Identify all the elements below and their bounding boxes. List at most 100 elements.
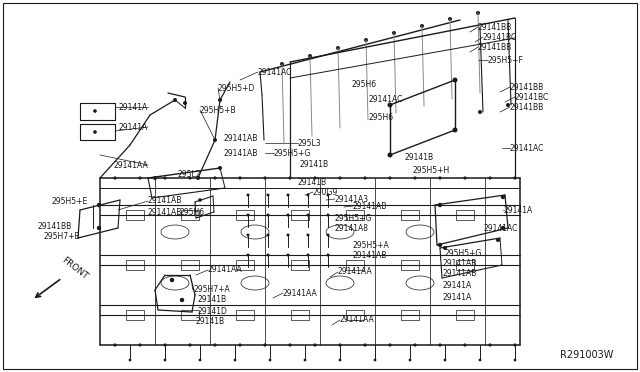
Text: 295L3: 295L3 [298,138,322,148]
Text: 29141BB: 29141BB [478,42,512,51]
Text: 29141B: 29141B [405,153,434,161]
Circle shape [246,214,250,217]
Text: 29141B: 29141B [198,295,227,305]
Text: 290G9: 290G9 [313,187,339,196]
Text: 29141D: 29141D [198,307,228,315]
Circle shape [289,176,292,180]
Text: 29141AB: 29141AB [224,148,259,157]
Bar [346,210,364,220]
Circle shape [213,343,216,347]
Circle shape [188,176,191,180]
Text: 29141AC: 29141AC [510,144,545,153]
Circle shape [314,343,317,347]
Text: 29141AB: 29141AB [443,269,477,279]
Bar [401,310,419,320]
Text: 295L2: 295L2 [178,170,202,179]
Circle shape [218,98,222,102]
Circle shape [339,343,342,347]
Circle shape [138,343,141,347]
Text: 295H6: 295H6 [352,80,377,89]
Circle shape [500,195,505,199]
Circle shape [266,253,269,257]
Circle shape [438,203,442,207]
Circle shape [364,176,367,180]
Circle shape [129,359,131,362]
Text: 29141AA: 29141AA [113,160,148,170]
Text: 29141AB: 29141AB [148,196,182,205]
Circle shape [420,24,424,28]
Bar [126,260,144,270]
Circle shape [287,253,289,257]
Circle shape [413,176,417,180]
Circle shape [339,359,341,362]
Circle shape [198,359,202,362]
Bar [291,210,309,220]
Text: 295H5+D: 295H5+D [218,83,255,93]
Circle shape [339,176,342,180]
Circle shape [308,54,312,58]
Circle shape [513,343,516,347]
Bar [291,260,309,270]
Text: R291003W: R291003W [560,350,613,360]
Bar [401,260,419,270]
Circle shape [196,176,200,180]
Circle shape [93,130,97,134]
Text: 29141A: 29141A [119,103,148,112]
Circle shape [170,278,174,282]
Circle shape [374,359,376,362]
Circle shape [239,343,242,347]
Circle shape [153,176,157,180]
Circle shape [269,359,271,362]
Text: 29141A3: 29141A3 [335,195,369,203]
Circle shape [500,226,505,230]
Circle shape [218,166,222,170]
Circle shape [266,234,269,237]
Circle shape [408,359,412,362]
Text: 29141AC: 29141AC [258,67,292,77]
Text: 29141AC: 29141AC [369,94,403,103]
Circle shape [213,138,217,142]
Text: 295H7+B: 295H7+B [44,231,80,241]
Circle shape [307,253,310,257]
Circle shape [388,176,392,180]
Circle shape [164,359,166,362]
Text: 29141BB: 29141BB [510,83,544,92]
Circle shape [326,214,330,217]
Bar [236,260,254,270]
Bar [236,210,254,220]
Circle shape [513,359,516,362]
Text: 295H6: 295H6 [369,112,394,122]
Bar [181,260,199,270]
Text: 29141AB: 29141AB [148,208,182,217]
Text: 29141AB: 29141AB [353,202,387,211]
Circle shape [180,298,184,302]
Text: 29141BB: 29141BB [510,103,544,112]
Circle shape [188,343,191,347]
Circle shape [239,176,242,180]
Text: 29141B: 29141B [298,177,327,186]
Bar [401,210,419,220]
Circle shape [463,343,467,347]
Text: 29141BB: 29141BB [478,22,512,32]
Bar [346,310,364,320]
Circle shape [413,343,417,347]
Text: 295H5+F: 295H5+F [488,55,524,64]
Text: 29141BB: 29141BB [38,221,72,231]
Text: 295H7+A: 295H7+A [193,285,230,295]
Circle shape [496,238,500,242]
Circle shape [387,153,392,157]
Text: 29141AB: 29141AB [443,260,477,269]
Circle shape [479,359,481,362]
Circle shape [213,176,216,180]
Bar [456,210,474,220]
Text: 29141AA: 29141AA [208,266,243,275]
Circle shape [314,176,317,180]
Circle shape [246,234,250,237]
Bar [456,310,474,320]
Circle shape [246,253,250,257]
Circle shape [438,343,442,347]
Circle shape [444,359,446,362]
Circle shape [448,17,452,21]
Circle shape [93,109,97,113]
Circle shape [488,343,492,347]
